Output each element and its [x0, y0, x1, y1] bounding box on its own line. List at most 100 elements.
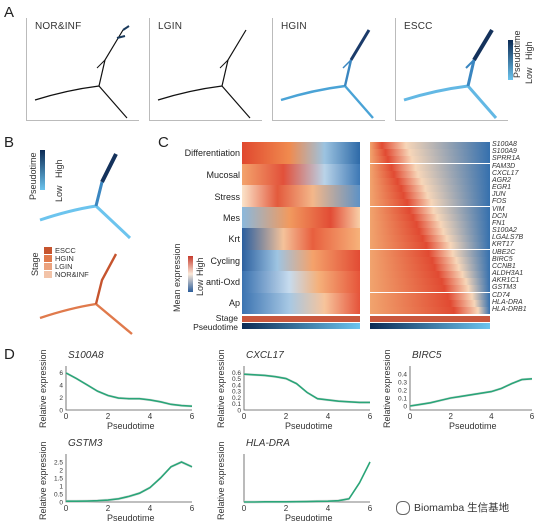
legend-swatch — [44, 262, 52, 270]
legend-label: HGIN — [55, 253, 74, 263]
x-tick-label: 0 — [64, 412, 69, 421]
gene-label: KRT17 — [492, 241, 514, 249]
stage-legend-item: ESCC — [44, 246, 89, 255]
gene-label: CXCL17 — [492, 169, 519, 177]
pseudotime-legend-title: Pseudotime — [512, 30, 522, 78]
watermark: Biomamba 生信基地 — [396, 500, 510, 516]
gene-label: EGR1 — [492, 184, 512, 191]
stage-bar-label: Stage — [215, 313, 238, 323]
module-label: Mes — [222, 213, 240, 223]
x-tick-label: 6 — [190, 412, 195, 421]
expression-legend-high: High — [195, 257, 205, 276]
panel-letter-b: B — [4, 134, 15, 151]
legend-swatch — [44, 270, 52, 278]
module-label: Differentiation — [184, 148, 240, 158]
trajectory-title: NOR&INF — [35, 21, 82, 32]
x-tick-label: 0 — [408, 412, 413, 421]
gene-label: AGR2 — [492, 176, 512, 184]
axis-line — [65, 454, 192, 503]
y-tick-label: 6 — [59, 370, 63, 377]
heatmap-row — [242, 142, 360, 164]
x-tick-label: 4 — [148, 504, 153, 513]
pseudotime-legend-high: High — [524, 41, 534, 60]
trajectory-title: HGIN — [281, 21, 307, 32]
trajectory-tree — [280, 29, 374, 119]
x-tick-label: 2 — [284, 412, 289, 421]
trajectory-tree — [34, 25, 130, 119]
heatmap-row — [370, 213, 490, 221]
gene-label: VIM — [492, 205, 505, 213]
module-label: Stress — [214, 192, 240, 202]
stage-bar-right — [370, 316, 490, 322]
x-axis-label: Pseudotime — [285, 421, 333, 431]
axis-line — [243, 366, 370, 411]
heatmap-row — [370, 299, 490, 307]
x-tick-label: 0 — [242, 504, 247, 513]
legend-label: LGIN — [55, 261, 73, 271]
heatmap-row — [370, 163, 490, 171]
trajectory-tree — [157, 29, 251, 119]
panel-letter-c: C — [158, 134, 169, 151]
trajectory-plot-lgin: LGIN — [149, 18, 262, 121]
y-tick-label: 0.2 — [232, 395, 241, 402]
x-tick-label: 6 — [190, 504, 195, 513]
expression-colorbar — [188, 256, 193, 292]
y-tick-label: 0.5 — [54, 492, 63, 499]
lineplot-svg: 0 2 4 6 00.10.20.30.40.50.6 — [232, 366, 373, 421]
heatmap-row — [370, 199, 490, 207]
lineplot-title: BIRC5 — [412, 350, 442, 361]
panel-letter-d: D — [4, 346, 15, 363]
legend-swatch — [44, 246, 52, 254]
heatmap-row — [370, 263, 490, 271]
module-label: Krt — [228, 234, 240, 244]
heatmap-row — [370, 228, 490, 236]
heatmap-row — [370, 249, 490, 257]
pseudotime-bar-left — [242, 323, 360, 329]
heatmap-row — [370, 235, 490, 243]
y-tick-label: 1.5 — [54, 476, 63, 483]
heatmap-row — [370, 185, 490, 193]
x-axis-label: Pseudotime — [449, 421, 497, 431]
heatmap-row — [242, 163, 360, 185]
y-tick-label: 2 — [59, 395, 63, 402]
module-label: Cycling — [210, 256, 240, 266]
stage-legend-item: HGIN — [44, 253, 89, 263]
x-axis-label: Pseudotime — [107, 421, 155, 431]
module-label: Mucosal — [206, 170, 240, 180]
gene-label: FN1 — [492, 219, 506, 227]
x-tick-label: 4 — [326, 504, 331, 513]
series-line — [244, 461, 371, 503]
heatmap-row — [242, 185, 360, 207]
y-tick-label: 2.5 — [54, 460, 63, 467]
axis-line — [65, 366, 192, 411]
pseudotime-legend-low: Low — [54, 185, 64, 202]
heatmap-row — [370, 149, 490, 157]
heatmap-row — [242, 271, 360, 293]
gene-label: GSTM3 — [492, 284, 517, 292]
heatmap-row — [370, 192, 490, 200]
heatmap-row — [242, 206, 360, 228]
gene-label: CCNB1 — [492, 262, 516, 270]
watermark-text: Biomamba 生信基地 — [414, 502, 510, 514]
gene-label: BIRC5 — [492, 255, 513, 263]
stage-legend-title: Stage — [30, 252, 40, 276]
heatmap-row — [370, 170, 490, 178]
axis-line — [409, 366, 532, 411]
heatmap-row — [370, 285, 490, 293]
y-tick-label: 0 — [403, 404, 407, 411]
trajectory-title: LGIN — [158, 21, 183, 32]
y-tick-label: 0 — [237, 408, 241, 415]
x-tick-label: 6 — [368, 504, 373, 513]
x-tick-label: 0 — [64, 504, 69, 513]
stage-trajectory — [39, 253, 133, 335]
heatmap-row — [242, 292, 360, 314]
lineplot-svg: 0 2 4 600.10.20.30.4 — [398, 366, 535, 421]
pseudotime-colorbar — [40, 150, 45, 190]
lineplot-title: HLA-DRA — [246, 438, 290, 449]
y-tick-label: 0 — [59, 408, 63, 415]
lineplot-birc5: BIRC5 Relative expression Pseudotime 0 2 4 6 0 0… — [382, 349, 540, 432]
gene-label: S100A8 — [492, 141, 517, 148]
x-axis-label: Pseudotime — [107, 513, 155, 523]
module-label: Ap — [228, 298, 240, 308]
legend-label: NOR&INF — [55, 269, 89, 279]
